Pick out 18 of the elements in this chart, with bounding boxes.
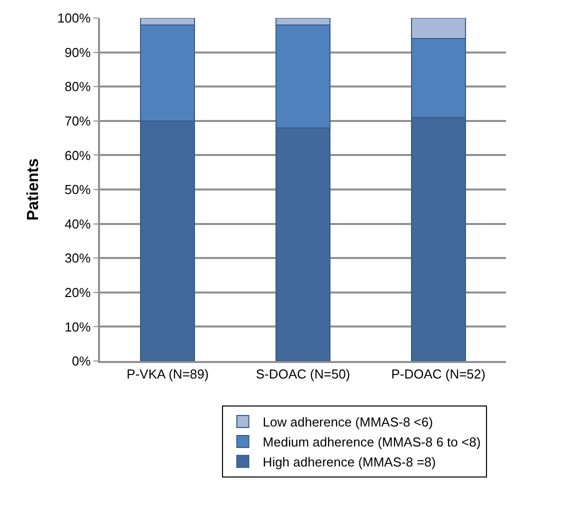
y-tick-label: 40% [64,216,92,232]
legend-label: Low adherence (MMAS-8 <6) [262,414,433,430]
y-tick-label: 0% [72,354,92,369]
y-axis-title: Patients [24,158,42,221]
y-tick-label: 50% [64,182,92,198]
y-tick-label: 90% [64,44,92,60]
x-tick-label: P-VKA (N=89) [126,366,209,382]
legend-label: High adherence (MMAS-8 =8) [262,454,436,470]
x-tick-label: S-DOAC (N=50) [256,366,350,382]
y-tick-label: 80% [64,79,92,94]
legend-label: Medium adherence (MMAS-8 6 to <8) [262,434,481,450]
y-tick-label: 60% [64,148,92,163]
y-tick-label: 10% [64,319,92,334]
y-tick-label: 20% [64,284,92,300]
x-tick-label: P-DOAC (N=52) [391,366,486,382]
y-tick-label: 30% [64,250,92,266]
y-tick-label: 100% [57,10,92,26]
y-tick-label: 70% [64,113,92,128]
